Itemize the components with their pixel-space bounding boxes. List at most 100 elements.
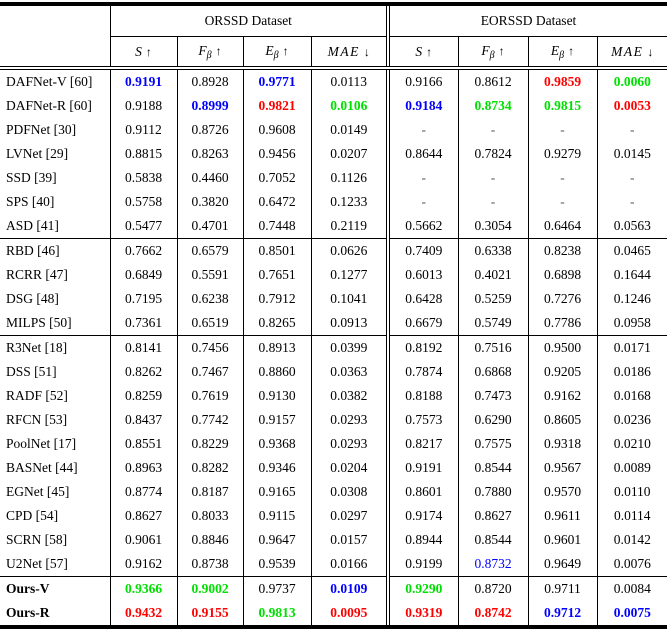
metric-cell: 0.3054 — [457, 214, 528, 239]
metric-cell: 0.6472 — [242, 190, 311, 214]
metric-cell: 0.9608 — [242, 118, 311, 142]
metric-cell: 0.7276 — [527, 287, 597, 311]
metric-cell: 0.7824 — [457, 142, 528, 166]
method-cell: RFCN [53] — [6, 412, 68, 427]
method-cell: LVNet [29] — [6, 146, 69, 161]
metric-cell: 0.7742 — [176, 408, 243, 432]
method-cell: RBD [46] — [0, 238, 110, 263]
table-row: SCRN [58] 0.9061 0.8846 0.9647 0.0157 0.8944 0… — [0, 528, 667, 552]
metric-cell: 0.9205 — [527, 360, 597, 384]
metric-symbol: MAE — [327, 43, 360, 59]
metric-cell: 0.0145 — [596, 142, 667, 166]
metric-cell: 0.0095 — [310, 601, 388, 625]
metric-cell: 0.8544 — [457, 528, 528, 552]
metric-cell: 0.8605 — [527, 408, 597, 432]
metric-cell: 0.9115 — [242, 504, 311, 528]
table-row: PoolNet [17] 0.8551 0.8229 0.9368 0.0293 0.82… — [0, 432, 667, 456]
metric-cell: 0.0142 — [596, 528, 667, 552]
metric-cell: 0.9061 — [109, 528, 177, 552]
metric-cell: - — [596, 190, 667, 214]
metric-cell: 0.8627 — [109, 504, 177, 528]
metric-cell: 0.1233 — [310, 190, 388, 214]
method-cell: MILPS [50] — [6, 315, 72, 330]
metric-cell: 0.7662 — [109, 238, 177, 263]
method-cell: BASNet [44] — [6, 460, 78, 475]
metric-cell: 0.6238 — [176, 287, 243, 311]
metric-cell: 0.9456 — [242, 142, 311, 166]
metric-cell: 0.7448 — [242, 214, 311, 239]
metric-cell: 0.0110 — [596, 480, 667, 504]
metric-subscript: β — [206, 49, 212, 61]
metric-cell: 0.5259 — [457, 287, 528, 311]
metric-cell: 0.4460 — [176, 166, 243, 190]
metric-symbol: E — [550, 42, 560, 58]
metric-cell: 0.8262 — [109, 360, 177, 384]
metric-cell: 0.8913 — [242, 335, 311, 360]
metric-cell: 0.7473 — [457, 384, 528, 408]
metric-cell: 0.0060 — [596, 68, 667, 94]
up-arrow-icon: ↑ — [568, 43, 575, 58]
metric-cell: 0.8551 — [109, 432, 177, 456]
metric-cell: 0.0465 — [596, 238, 667, 263]
metric-cell: 0.0168 — [596, 384, 667, 408]
table-row: RFCN [53] 0.8437 0.7742 0.9157 0.0293 0.7573 0… — [0, 408, 667, 432]
metric-cell: 0.6868 — [457, 360, 528, 384]
metric-cell: 0.8999 — [176, 94, 243, 118]
metric-cell: 0.9567 — [527, 456, 597, 480]
metric-cell: 0.8217 — [386, 432, 458, 456]
method-cell: DAFNet-V [60] — [6, 74, 93, 89]
metric-cell: 0.7575 — [457, 432, 528, 456]
metric-cell: - — [527, 118, 597, 142]
metric-cell: 0.6579 — [176, 238, 243, 263]
method-cell: SPS [40] — [6, 194, 55, 209]
metric-cell: 0.6338 — [457, 238, 528, 263]
metric-cell: 0.9771 — [242, 68, 311, 94]
method-cell: SSD [39] — [6, 170, 57, 185]
metric-cell: 0.6428 — [386, 287, 458, 311]
orssd-metric-eβ: Eβ ↑ — [242, 36, 311, 70]
method-cell: RADF [52] — [6, 388, 68, 403]
metric-cell: 0.8544 — [457, 456, 528, 480]
metric-cell: 0.0084 — [596, 576, 667, 601]
down-arrow-icon: ↓ — [647, 44, 654, 59]
table-row: Ours-V 0.9366 0.9002 0.9737 0.0109 0.9290 0.87… — [0, 576, 667, 601]
metric-cell: 0.7195 — [109, 287, 177, 311]
metric-cell: 0.0563 — [596, 214, 667, 239]
metric-cell: - — [527, 166, 597, 190]
metric-cell: 0.9130 — [242, 384, 311, 408]
method-cell: RCRR [47] — [6, 267, 68, 282]
metric-cell: - — [527, 190, 597, 214]
metric-cell: 0.9821 — [242, 94, 311, 118]
up-arrow-icon: ↑ — [498, 43, 505, 58]
metric-cell: 0.1126 — [310, 166, 388, 190]
metric-cell: 0.8192 — [386, 335, 458, 360]
metric-cell: 0.1277 — [310, 263, 388, 287]
top-rule — [0, 2, 667, 6]
metric-cell: - — [457, 118, 528, 142]
metric-cell: 0.2119 — [310, 214, 388, 239]
metric-cell: 0.7880 — [457, 480, 528, 504]
metric-cell: 0.0053 — [596, 94, 667, 118]
orssd-metric-fβ: Fβ ↑ — [176, 36, 243, 70]
metric-symbol: F — [198, 42, 207, 58]
table-row: RADF [52] 0.8259 0.7619 0.9130 0.0382 0.8188 0… — [0, 384, 667, 408]
metric-cell: 0.8238 — [527, 238, 597, 263]
metric-cell: 0.0207 — [310, 142, 388, 166]
metric-cell: 0.8612 — [457, 68, 528, 94]
metric-cell: 0.7361 — [109, 311, 177, 336]
metric-cell: 0.0399 — [310, 335, 388, 360]
table-row: ASD [41] 0.5477 0.4701 0.7448 0.2119 0.5662 0.… — [0, 214, 667, 239]
metric-cell: 0.9184 — [386, 94, 458, 118]
method-cell: ASD [41] — [6, 218, 59, 233]
metric-cell: 0.7786 — [527, 311, 597, 336]
metric-cell: 0.9368 — [242, 432, 311, 456]
metric-cell: 0.7516 — [457, 335, 528, 360]
metric-cell: 0.9319 — [386, 601, 458, 625]
metric-cell: 0.9191 — [386, 456, 458, 480]
table-row: R3Net [18] 0.8141 0.7456 0.8913 0.0399 0.8192… — [0, 335, 667, 360]
method-column-header — [0, 6, 110, 70]
metric-cell: 0.8726 — [176, 118, 243, 142]
metric-cell: 0.0166 — [310, 552, 388, 577]
metric-cell: 0.8963 — [109, 456, 177, 480]
